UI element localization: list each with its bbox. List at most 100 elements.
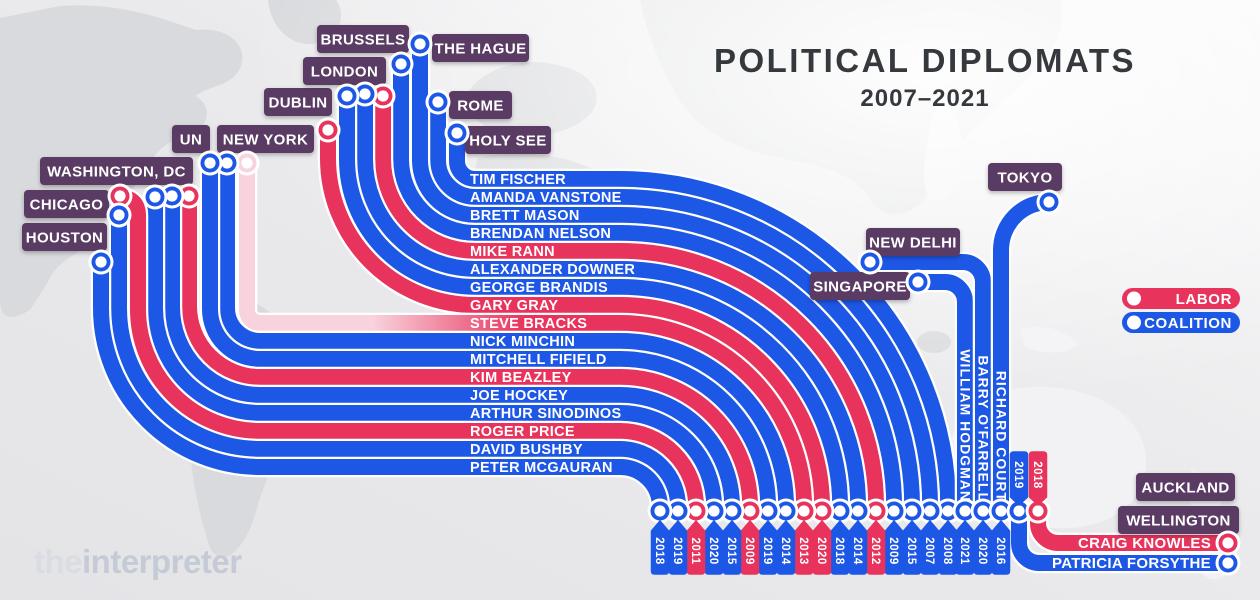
- year-tag-brendan-nelson-text: 2009: [887, 537, 899, 565]
- city-label-text-new-delhi: NEW DELHI: [869, 235, 957, 252]
- year-node-george-brandis-core: [834, 505, 846, 517]
- city-label-text-brussels: BRUSSELS: [321, 32, 406, 49]
- year-tag-amanda-vanstone-text: 2007: [923, 537, 935, 565]
- year-tag-mike-rann-text: 2012: [869, 537, 881, 565]
- band-peter-mcgauran: [93, 254, 668, 515]
- city-label-text-tokyo: TOKYO: [997, 170, 1052, 187]
- city-node-mike-rann-core: [377, 90, 389, 102]
- city-node-amanda-vanstone-core: [432, 96, 444, 108]
- band-brendan-nelson: [393, 56, 902, 515]
- city-label-text-washington-dc: WASHINGTON, DC: [47, 164, 186, 181]
- year-tag-george-brandis: [830, 520, 850, 575]
- city-label-text-houston: HOUSTON: [26, 230, 104, 247]
- city-node-george-brandis-core: [341, 90, 353, 102]
- band-arthur-sinodinos: [147, 189, 722, 515]
- band-william-hodgman: [910, 274, 973, 515]
- year-tag-alexander-downer-text: 2014: [851, 537, 863, 565]
- year-node-tim-fischer-core: [942, 505, 954, 517]
- city-node-richard-court-core: [1043, 196, 1055, 208]
- year-tag-mike-rann: [866, 520, 886, 575]
- city-label-text-london: LONDON: [311, 64, 378, 81]
- band-roger-price: [112, 188, 704, 515]
- legend-pill-coalition: [1122, 312, 1240, 333]
- year-tag-alexander-downer: [848, 520, 868, 575]
- year-tag-william-hodgman: [955, 520, 975, 575]
- city-label-singapore: [810, 272, 910, 300]
- city-label-wellington: [1118, 506, 1239, 534]
- city-node-patricia-forsythe-core: [1222, 557, 1234, 569]
- diplomat-name-mike-rann: MIKE RANN: [470, 244, 555, 260]
- year-tag-brendan-nelson: [884, 520, 904, 575]
- city-node-steve-bracks-core: [241, 157, 253, 169]
- year-node-richard-court-core: [995, 505, 1007, 517]
- year-node-william-hodgman-core: [959, 505, 971, 517]
- city-label-the-hague: [432, 34, 529, 62]
- city-node-alexander-downer-core: [359, 88, 371, 100]
- city-label-rome: [449, 91, 512, 119]
- year-tag-peter-mcgauran: [650, 520, 670, 575]
- year-tag-joe-hockey: [722, 520, 742, 575]
- diplomat-name-arthur-sinodinos: ARTHUR SINODINOS: [470, 406, 621, 422]
- legend-dot-coalition: [1127, 315, 1141, 330]
- city-node-david-bushby-core: [113, 209, 125, 221]
- city-label-new-york: [217, 125, 314, 153]
- year-node-brett-mason-core: [906, 505, 918, 517]
- year-node-craig-knowles-core: [1032, 505, 1044, 517]
- year-node-kim-beazley-core: [744, 505, 756, 517]
- city-label-text-singapore: SINGAPORE: [813, 279, 907, 296]
- year-node-barry-o-farrell-core: [977, 505, 989, 517]
- year-tag-david-bushby: [668, 520, 688, 575]
- year-tag-nick-minchin-text: 2014: [779, 537, 791, 565]
- year-node-nick-minchin-core: [780, 505, 792, 517]
- year-node-steve-bracks-core: [798, 505, 810, 517]
- year-tag-patricia-forsythe-text: 2019: [1012, 461, 1024, 489]
- band-gary-gray: [320, 122, 830, 515]
- year-node-mitchell-fifield-core: [762, 505, 774, 517]
- diplomat-name-barry-o-farrell: BARRY O'FARRELL: [976, 355, 992, 502]
- year-node-roger-price-core: [690, 505, 702, 517]
- band-mitchell-fifield: [202, 155, 776, 515]
- diplomat-name-roger-price: ROGER PRICE: [470, 424, 575, 440]
- band-joe-hockey: [164, 188, 740, 515]
- city-label-un: [172, 125, 210, 153]
- band-mike-rann: [375, 88, 884, 515]
- city-label-text-the-hague: THE HAGUE: [435, 41, 527, 58]
- city-label-holy-see: [465, 126, 551, 154]
- diplomat-name-amanda-vanstone: AMANDA VANSTONE: [470, 190, 622, 206]
- band-brett-mason: [412, 36, 920, 515]
- logo: theinterpreter: [34, 543, 242, 580]
- city-node-arthur-sinodinos-core: [149, 191, 161, 203]
- city-node-nick-minchin-core: [221, 157, 233, 169]
- legend-pill-labor: [1122, 288, 1240, 309]
- city-label-london: [303, 57, 386, 85]
- city-label-text-wellington: WELLINGTON: [1126, 513, 1231, 530]
- year-node-amanda-vanstone-core: [924, 505, 936, 517]
- city-label-tokyo: [988, 163, 1062, 191]
- year-tag-arthur-sinodinos-text: 2020: [707, 537, 719, 565]
- city-label-brussels: [317, 25, 409, 53]
- diplomat-name-brett-mason: BRETT MASON: [470, 208, 580, 224]
- diplomat-name-peter-mcgauran: PETER MCGAURAN: [470, 460, 613, 476]
- year-node-joe-hockey-core: [726, 505, 738, 517]
- diplomat-name-craig-knowles: CRAIG KNOWLES: [1078, 535, 1211, 552]
- band-kim-beazley: [181, 188, 758, 515]
- page-subtitle: 2007–2021: [860, 85, 989, 112]
- diplomat-name-kim-beazley: KIM BEAZLEY: [470, 370, 572, 386]
- year-tag-craig-knowles-text: 2018: [1031, 461, 1043, 489]
- year-tag-peter-mcgauran-text: 2018: [653, 537, 665, 565]
- city-node-tim-fischer-core: [451, 127, 463, 139]
- city-node-brendan-nelson-core: [395, 58, 407, 70]
- city-label-text-un: UN: [180, 132, 202, 149]
- year-tag-brett-mason-text: 2015: [905, 537, 917, 565]
- band-alexander-downer: [357, 86, 866, 515]
- year-tag-richard-court: [991, 520, 1011, 575]
- year-tag-richard-court-text: 2016: [994, 537, 1006, 565]
- year-tag-brett-mason: [902, 520, 922, 575]
- diplomat-name-mitchell-fifield: MITCHELL FIFIELD: [470, 352, 607, 368]
- city-label-new-delhi: [866, 228, 960, 256]
- city-label-text-rome: ROME: [457, 98, 504, 115]
- year-node-peter-mcgauran-core: [654, 505, 666, 517]
- diplomat-name-nick-minchin: NICK MINCHIN: [470, 334, 575, 350]
